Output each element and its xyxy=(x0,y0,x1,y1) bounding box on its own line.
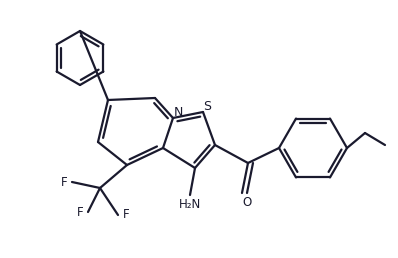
Text: S: S xyxy=(203,100,211,112)
Text: N: N xyxy=(173,107,183,119)
Text: O: O xyxy=(242,197,252,209)
Text: F: F xyxy=(123,208,129,222)
Text: H₂N: H₂N xyxy=(179,198,201,212)
Text: F: F xyxy=(60,175,67,189)
Text: F: F xyxy=(77,206,83,219)
